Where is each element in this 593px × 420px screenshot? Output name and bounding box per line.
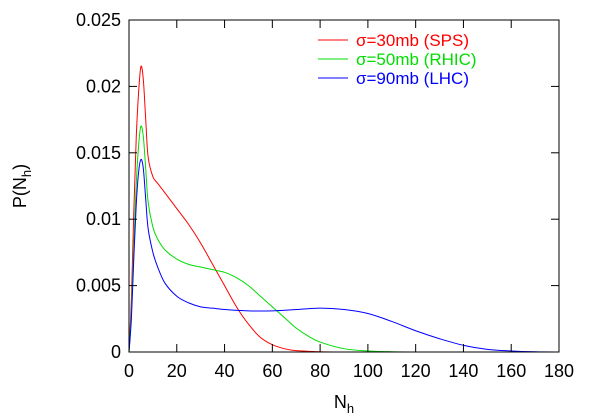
y-tick-label: 0.01 — [86, 209, 121, 229]
y-tick-label: 0.02 — [86, 76, 121, 96]
y-tick-label: 0 — [111, 342, 121, 362]
y-axis-label-main: P(N — [10, 177, 30, 208]
x-axis-label-main: N — [334, 392, 347, 412]
x-tick-label: 60 — [262, 361, 282, 381]
plot-frame — [128, 19, 560, 353]
y-tick-label: 0.005 — [76, 276, 121, 296]
y-axis-label-subscript: h — [19, 170, 34, 177]
x-tick-label: 160 — [496, 361, 526, 381]
x-tick-label: 120 — [401, 361, 431, 381]
y-tick-label: 0.025 — [76, 10, 121, 30]
x-tick-label: 80 — [310, 361, 330, 381]
legend-label: σ=90mb (LHC) — [356, 69, 469, 88]
legend-label: σ=30mb (SPS) — [356, 31, 469, 50]
x-tick-label: 20 — [167, 361, 187, 381]
legend-entry-sps: σ=30mb (SPS) — [318, 31, 469, 50]
x-tick-label: 0 — [124, 361, 134, 381]
legend-label: σ=50mb (RHIC) — [356, 50, 477, 69]
legend-entry-rhic: σ=50mb (RHIC) — [318, 50, 477, 69]
y-axis-label: P(Nh) — [10, 164, 34, 208]
legend: σ=30mb (SPS)σ=50mb (RHIC)σ=90mb (LHC) — [318, 31, 477, 88]
x-tick-label: 40 — [215, 361, 235, 381]
legend-entry-lhc: σ=90mb (LHC) — [318, 69, 469, 88]
y-tick-label: 0.015 — [76, 143, 121, 163]
series-line-lhc — [128, 158, 560, 353]
x-axis-label: Nh — [334, 392, 354, 415]
x-axis-label-subscript: h — [347, 401, 354, 415]
tick-layer: 0 20 40 60 80 100 120 140 160 180 0 0.005 0.01 0.015 0… — [76, 10, 574, 381]
series-line-rhic — [128, 125, 559, 353]
x-tick-label: 180 — [544, 361, 574, 381]
x-tick-label: 100 — [353, 361, 383, 381]
x-tick-label: 140 — [448, 361, 478, 381]
y-axis-label-suffix: ) — [10, 164, 30, 170]
